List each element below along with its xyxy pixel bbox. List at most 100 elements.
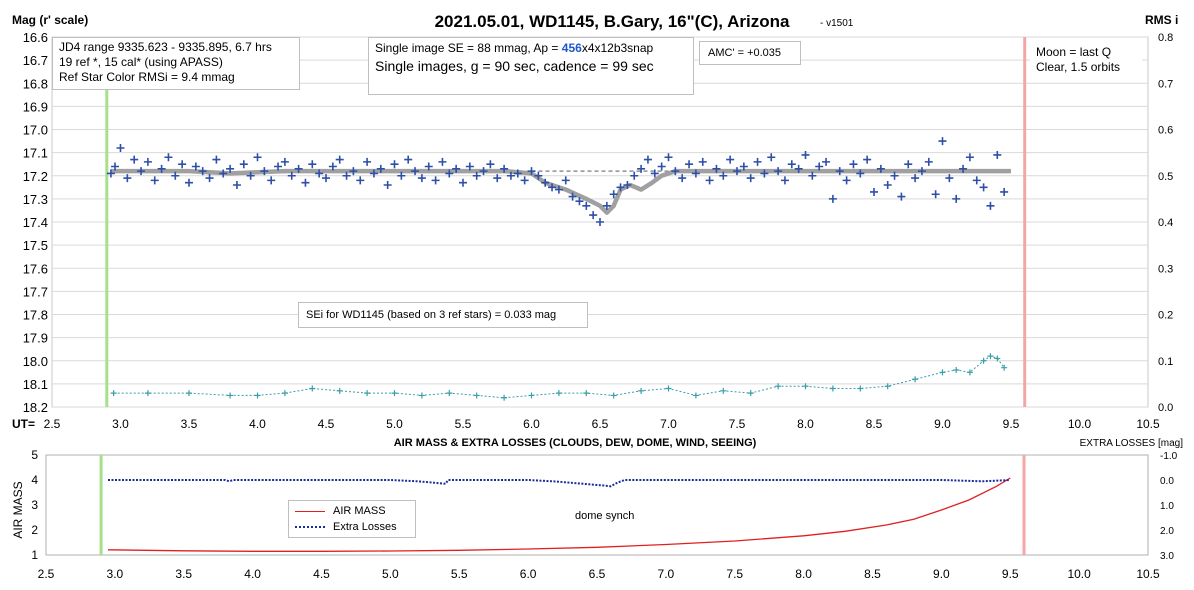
main-x-tick-label: 5.5	[455, 417, 472, 431]
wd1145-mag-point	[863, 155, 872, 164]
wd1145-mag-point	[301, 178, 310, 187]
wd1145-mag-point	[342, 171, 351, 180]
lower-right-tick-label: 0.0	[1160, 476, 1174, 487]
lower-right-tick-label: 3.0	[1160, 551, 1174, 562]
wd1145-mag-point	[876, 164, 885, 173]
wd1145-mag-point	[904, 160, 913, 169]
main-right-tick-label: 0.4	[1158, 217, 1173, 229]
rms-point	[912, 376, 919, 383]
main-left-axis-label: Mag (r' scale)	[12, 13, 88, 27]
wd1145-mag-point	[849, 160, 858, 169]
wd1145-mag-point	[630, 171, 639, 180]
wd1145-mag-point	[993, 150, 1002, 159]
moon-info-box: Moon = last Q Clear, 1.5 orbits	[1030, 43, 1142, 79]
main-chart-version: - v1501	[820, 18, 854, 29]
rms-point	[966, 369, 973, 376]
main-x-tick-label: 8.5	[866, 417, 883, 431]
ut-axis-prefix: UT=	[12, 417, 35, 431]
main-x-tick-label: 10.5	[1136, 417, 1160, 431]
wd1145-mag-point	[822, 157, 831, 166]
lower-x-tick-label: 10.0	[1067, 567, 1091, 581]
rms-point	[254, 392, 261, 399]
wd1145-mag-point	[801, 150, 810, 159]
wd1145-mag-point	[883, 181, 892, 189]
wd1145-mag-point	[972, 176, 981, 185]
rms-point	[802, 383, 809, 390]
lower-x-tick-label: 5.5	[451, 567, 468, 581]
lower-right-axis-label: EXTRA LOSSES [mag]	[1080, 438, 1184, 449]
wd1145-mag-point	[986, 201, 995, 210]
rms-point	[884, 383, 891, 390]
main-x-tick-label: 3.0	[112, 417, 129, 431]
cadence-text: Single images, g = 90 sec, cadence = 99 …	[375, 58, 654, 74]
jd-info-box: JD4 range 9335.623 - 9335.895, 6.7 hrs 1…	[52, 37, 300, 90]
lower-left-tick-label: 3	[31, 498, 38, 512]
single-image-info-box: Single image SE = 88 mmag, Ap = 456x4x12…	[368, 37, 694, 95]
wd1145-mag-point	[328, 162, 337, 171]
wd1145-mag-point	[260, 167, 269, 176]
main-x-tick-label: 2.5	[44, 417, 61, 431]
lower-left-tick-label: 1	[31, 548, 38, 562]
wd1145-mag-point	[870, 187, 878, 196]
wd1145-mag-point	[945, 174, 954, 183]
main-left-tick-label: 18.0	[23, 354, 48, 369]
rms-point	[555, 390, 562, 397]
wd1145-mag-point	[733, 167, 741, 176]
rms-point	[720, 387, 727, 394]
wd1145-mag-point	[315, 169, 324, 178]
main-x-tick-label: 9.5	[1003, 417, 1020, 431]
wd1145-mag-point	[411, 167, 420, 176]
se-suffix: x4x12b3snap	[581, 41, 654, 55]
rms-point	[994, 355, 1001, 362]
wd1145-mag-point	[835, 167, 844, 176]
wd1145-mag-point	[287, 171, 296, 180]
main-right-tick-label: 0.2	[1158, 310, 1173, 322]
lower-x-tick-label: 4.5	[313, 567, 330, 581]
airmass-line	[107, 477, 1011, 552]
rms-point	[336, 387, 343, 394]
wd1145-mag-point	[274, 162, 283, 171]
wd1145-mag-point	[383, 181, 392, 189]
wd1145-mag-point	[232, 181, 241, 189]
main-left-tick-label: 16.7	[23, 53, 48, 68]
wd1145-mag-point	[712, 164, 721, 173]
wd1145-mag-point	[698, 157, 707, 166]
wd1145-mag-point	[582, 201, 591, 210]
wd1145-mag-point	[952, 194, 961, 203]
wd1145-mag-point	[106, 169, 115, 178]
wd1145-mag-point	[253, 153, 262, 162]
lower-x-tick-label: 6.0	[520, 567, 537, 581]
wd1145-mag-point	[1000, 187, 1009, 196]
lower-x-tick-label: 3.0	[107, 567, 124, 581]
lower-x-tick-label: 7.0	[658, 567, 675, 581]
lower-left-tick-label: 2	[31, 523, 38, 537]
wd1145-mag-point	[212, 155, 221, 164]
main-left-tick-label: 17.7	[23, 284, 48, 299]
main-x-tick-label: 9.0	[934, 417, 951, 431]
wd1145-mag-point	[527, 167, 536, 176]
wd1145-mag-point	[554, 185, 563, 194]
wd1145-mag-point	[808, 171, 817, 180]
wd1145-mag-point	[349, 167, 358, 176]
main-x-tick-label: 10.0	[1068, 417, 1092, 431]
wd1145-mag-point	[431, 176, 440, 185]
legend-item-airmass: AIR MASS	[295, 503, 409, 519]
wd1145-mag-point	[267, 176, 276, 185]
wd1145-mag-point	[226, 164, 235, 173]
wd1145-mag-point	[322, 174, 330, 183]
wd1145-mag-point	[335, 155, 344, 164]
wd1145-mag-point	[143, 157, 152, 166]
wd1145-mag-point	[561, 176, 570, 185]
wd1145-mag-point	[856, 169, 865, 178]
main-left-tick-label: 18.1	[23, 377, 48, 392]
main-left-tick-label: 18.2	[23, 400, 48, 415]
main-x-tick-label: 4.0	[249, 417, 266, 431]
wd1145-mag-point	[890, 171, 899, 180]
rms-point	[747, 390, 754, 397]
main-left-tick-label: 17.0	[23, 123, 48, 138]
rms-point	[528, 392, 535, 399]
wd1145-mag-point	[424, 162, 433, 171]
lower-plot-frame	[45, 454, 1149, 556]
wd1145-mag-point	[548, 183, 557, 192]
